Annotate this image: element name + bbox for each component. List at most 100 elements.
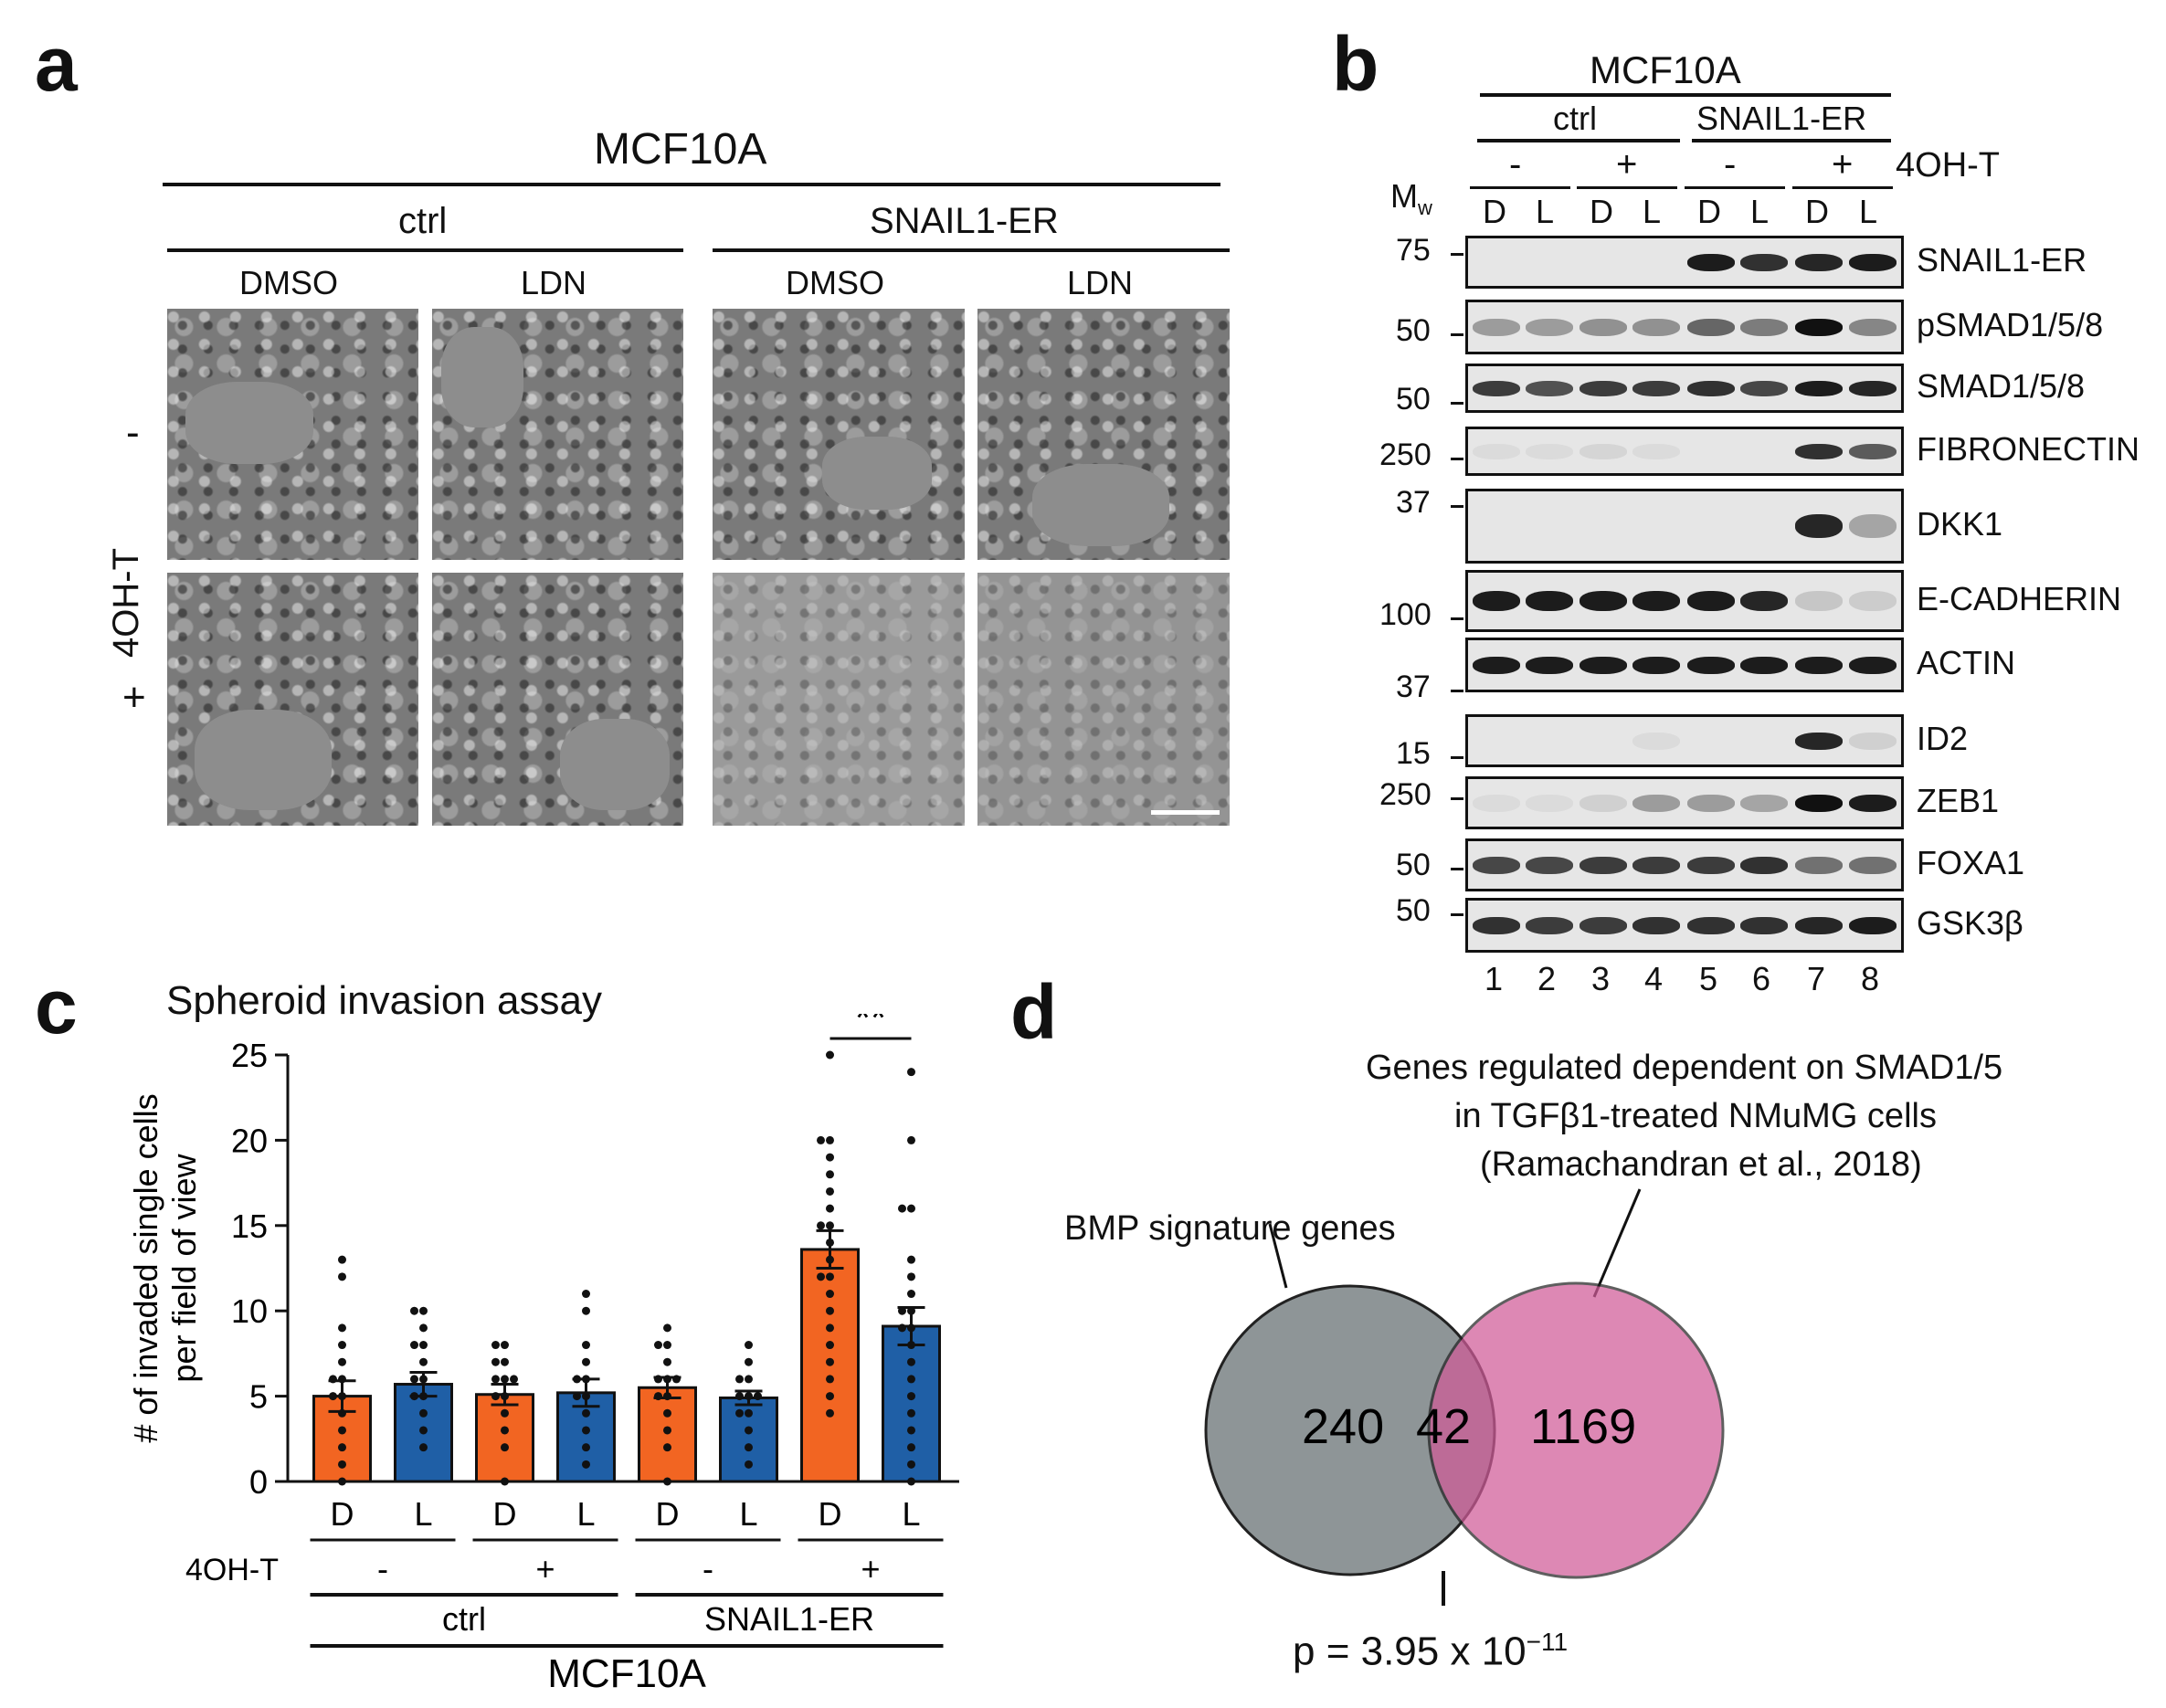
blot-protein-label: ID2	[1917, 720, 1969, 757]
blot-strip	[1465, 776, 1904, 829]
blot-band	[1795, 444, 1843, 459]
venn-left-title: BMP signature genes	[1064, 1209, 1396, 1248]
micrograph-snail-ldn-minus	[977, 309, 1230, 560]
data-point	[826, 1204, 834, 1213]
blot-protein-label: FIBRONECTIN	[1917, 430, 2140, 468]
p-value-base: p = 3.95 x 10	[1293, 1629, 1527, 1674]
data-point	[419, 1306, 428, 1315]
data-point	[907, 1375, 915, 1384]
blot-band	[1473, 591, 1520, 611]
oht-sign: +	[535, 1550, 555, 1587]
data-point	[907, 1068, 915, 1077]
blot-band	[1849, 733, 1897, 750]
data-point	[338, 1477, 346, 1486]
blot-band	[1795, 591, 1843, 611]
bar	[475, 1393, 534, 1483]
mw-marker-tick	[1451, 617, 1463, 620]
blot-band	[1795, 857, 1843, 874]
data-point	[745, 1443, 753, 1452]
blot-band	[1849, 795, 1897, 812]
blot-strip	[1465, 364, 1904, 413]
oht-rule	[1792, 186, 1893, 189]
blot-band	[1740, 657, 1788, 674]
blot-band	[1849, 381, 1897, 396]
oht-sign: +	[1832, 144, 1854, 185]
lane-treatment: D	[1697, 193, 1721, 230]
data-point	[826, 1170, 834, 1179]
mw-marker-label: 50	[1396, 382, 1431, 416]
blot-protein-label: pSMAD1/5/8	[1917, 306, 2104, 343]
blot-band	[1632, 917, 1680, 934]
blot-band	[1580, 444, 1627, 459]
mw-marker-label: 50	[1396, 893, 1431, 928]
group-label-ctrl: ctrl	[442, 1600, 486, 1638]
blot-band	[1526, 444, 1573, 459]
data-point	[501, 1375, 509, 1384]
data-point	[907, 1408, 915, 1418]
data-point	[826, 1186, 834, 1196]
data-point	[826, 1272, 834, 1281]
data-point	[907, 1443, 915, 1452]
mw-marker-label: 50	[1396, 313, 1431, 348]
mw-marker-tick	[1451, 690, 1463, 692]
mw-marker-tick	[1451, 458, 1463, 460]
data-point	[663, 1341, 671, 1350]
blot-band	[1849, 857, 1897, 874]
panel-a-cell-line-rule	[163, 183, 1220, 186]
data-point	[907, 1272, 915, 1281]
data-point	[817, 1135, 825, 1144]
data-point	[907, 1357, 915, 1366]
blot-band	[1473, 657, 1520, 674]
blot-band	[1473, 381, 1520, 396]
data-point	[745, 1426, 753, 1435]
data-point	[745, 1408, 753, 1418]
x-tick-label: L	[739, 1495, 757, 1533]
venn-left-count: 240	[1302, 1399, 1384, 1454]
panel-b-cell-line: MCF10A	[1590, 48, 1741, 91]
p-value-exponent: −11	[1526, 1628, 1569, 1656]
blot-band	[1740, 381, 1788, 396]
lane-treatment: D	[1590, 193, 1613, 230]
lane-number: 7	[1807, 960, 1826, 997]
data-point	[501, 1357, 509, 1366]
blot-band	[1740, 917, 1788, 934]
blot-band	[1580, 591, 1627, 611]
data-point	[826, 1153, 834, 1162]
blot-protein-label: ZEB1	[1917, 782, 2000, 819]
data-point	[907, 1290, 915, 1299]
data-point	[754, 1392, 762, 1401]
y-axis-label-2: per field of view	[165, 1153, 203, 1382]
mw-marker-tick	[1451, 333, 1463, 336]
data-point	[582, 1426, 590, 1435]
mw-marker-tick	[1451, 913, 1463, 916]
blot-band	[1526, 857, 1573, 874]
x-tick-label: D	[331, 1495, 354, 1533]
data-point	[817, 1221, 825, 1230]
bar	[882, 1324, 941, 1483]
blot-band	[1740, 857, 1788, 874]
blot-strip	[1465, 236, 1904, 289]
data-point	[663, 1408, 671, 1418]
mw-marker-tick	[1451, 402, 1463, 405]
micrograph-snail-dmso-minus	[713, 309, 965, 560]
blot-strip	[1465, 300, 1904, 354]
blot-band	[1687, 591, 1735, 611]
chart-title: Spheroid invasion assay	[166, 978, 602, 1023]
panel-a-treat-1: DMSO	[239, 264, 338, 301]
mw-marker-tick	[1451, 505, 1463, 508]
data-point	[907, 1135, 915, 1144]
blot-band	[1526, 591, 1573, 611]
blot-band	[1687, 254, 1735, 271]
data-point	[898, 1204, 906, 1213]
blot-band	[1795, 657, 1843, 674]
data-point	[501, 1426, 509, 1435]
panel-a-group-snail: SNAIL1-ER	[870, 201, 1059, 241]
data-point	[663, 1357, 671, 1366]
data-point	[907, 1426, 915, 1435]
lane-number: 2	[1537, 960, 1557, 997]
mw-M: M	[1390, 177, 1418, 215]
data-point	[338, 1426, 346, 1435]
blot-band	[1849, 591, 1897, 611]
data-point	[826, 1306, 834, 1315]
oht-sign: +	[1616, 144, 1638, 185]
